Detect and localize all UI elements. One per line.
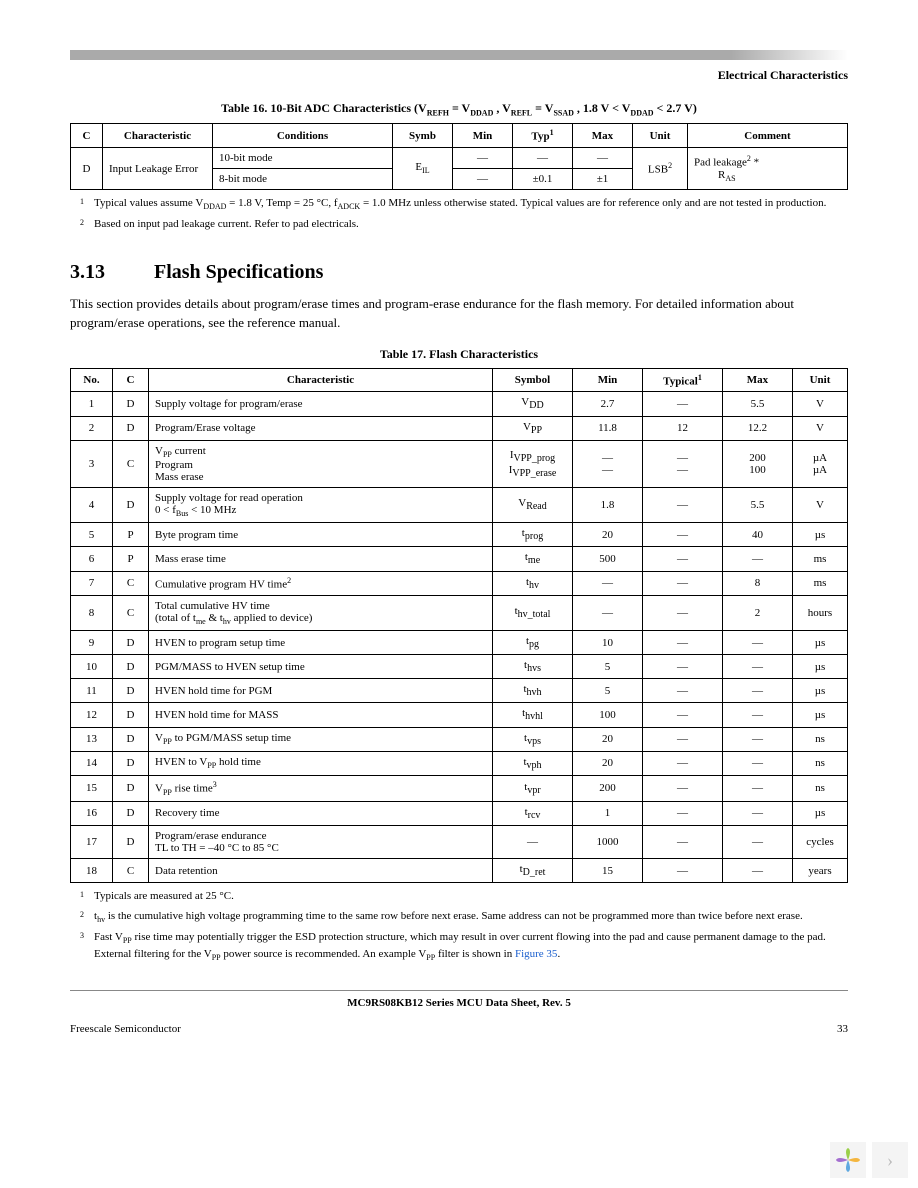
corner-widget: › <box>830 1142 908 1178</box>
footer-pagenum: 33 <box>837 1023 848 1035</box>
th-unit: Unit <box>793 368 848 392</box>
th-comment: Comment <box>688 124 848 148</box>
table-row: 11DHVEN hold time for PGMthvh5——µs <box>71 679 848 703</box>
table-row: 1DSupply voltage for program/eraseVDD2.7… <box>71 392 848 416</box>
table-row: 7CCumulative program HV time2thv——8ms <box>71 571 848 595</box>
footer-row: Freescale Semiconductor 33 <box>70 1023 848 1035</box>
th-typ: Typ1 <box>513 124 573 148</box>
section-body: This section provides details about prog… <box>70 294 848 333</box>
table-row: 14DHVEN to VPP hold timetvph20——ns <box>71 751 848 775</box>
th-char: Characteristic <box>149 368 493 392</box>
th-sym: Symbol <box>493 368 573 392</box>
footer-left: Freescale Semiconductor <box>70 1023 181 1035</box>
table-row: 8CTotal cumulative HV time(total of tme … <box>71 595 848 630</box>
th-c: C <box>71 124 103 148</box>
section-heading: 3.13Flash Specifications <box>70 261 848 284</box>
th-max: Max <box>573 124 633 148</box>
table-row: 4DSupply voltage for read operation0 < f… <box>71 487 848 522</box>
th-min: Min <box>453 124 513 148</box>
th-symb: Symb <box>393 124 453 148</box>
table16-footnotes: 1 Typical values assume VDDAD = 1.8 V, T… <box>80 196 838 233</box>
table-row: 9DHVEN to program setup timetpg10——µs <box>71 630 848 654</box>
table17-caption: Table 17. Flash Characteristics <box>70 347 848 362</box>
table-row: 18CData retentiontD_ret15——years <box>71 859 848 883</box>
section-header: Electrical Characteristics <box>70 68 848 83</box>
table16: C Characteristic Conditions Symb Min Typ… <box>70 123 848 190</box>
th-cond: Conditions <box>213 124 393 148</box>
table-row: 3CVPP currentProgramMass eraseIVPP_progI… <box>71 440 848 487</box>
top-bar <box>70 50 848 60</box>
figure-link[interactable]: Figure 35 <box>515 948 557 960</box>
th-min: Min <box>573 368 643 392</box>
th-typ: Typical1 <box>643 368 723 392</box>
footer-title: MC9RS08KB12 Series MCU Data Sheet, Rev. … <box>70 990 848 1009</box>
table-row: 16DRecovery timetrcv1——µs <box>71 801 848 825</box>
table-row: 10DPGM/MASS to HVEN setup timethvs5——µs <box>71 655 848 679</box>
table-row: 2DProgram/Erase voltageVPP11.81212.2V <box>71 416 848 440</box>
next-arrow[interactable]: › <box>872 1142 908 1178</box>
th-no: No. <box>71 368 113 392</box>
th-char: Characteristic <box>103 124 213 148</box>
table-row: 15DVPP rise time3tvpr200——ns <box>71 776 848 802</box>
table16-caption: Table 16. 10-Bit ADC Characteristics (VR… <box>70 101 848 117</box>
th-c: C <box>113 368 149 392</box>
table17: No. C Characteristic Symbol Min Typical1… <box>70 368 848 884</box>
table17-footnotes: 1 Typicals are measured at 25 °C. 2 thv … <box>80 889 838 963</box>
table-row: 13DVPP to PGM/MASS setup timetvps20——ns <box>71 727 848 751</box>
th-max: Max <box>723 368 793 392</box>
table-row: 6PMass erase timetme500——ms <box>71 547 848 571</box>
table-row: 5PByte program timetprog20—40µs <box>71 523 848 547</box>
table-row: D Input Leakage Error 10-bit mode EIL — … <box>71 148 848 169</box>
th-unit: Unit <box>633 124 688 148</box>
logo-icon <box>830 1142 866 1178</box>
table-row: 12DHVEN hold time for MASSthvhl100——µs <box>71 703 848 727</box>
table-row: 17DProgram/erase enduranceTL to TH = –40… <box>71 826 848 859</box>
